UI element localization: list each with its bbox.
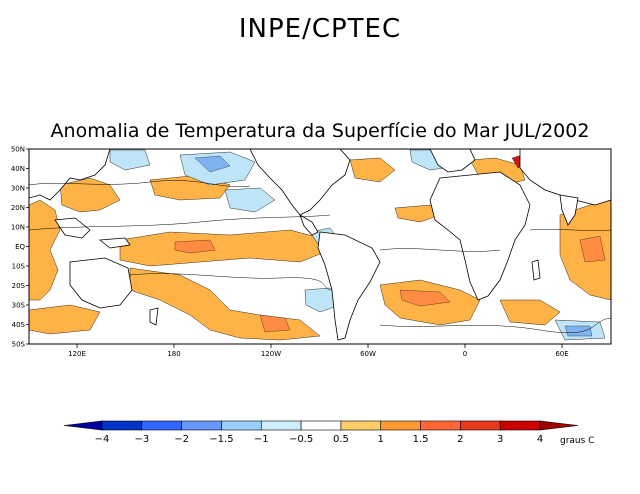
lon-label: 120E xyxy=(68,350,86,358)
lat-label: 40S xyxy=(12,321,26,329)
colorbar-swatch xyxy=(499,420,541,431)
lat-label: 40N xyxy=(11,165,25,173)
landmass-south-america xyxy=(317,231,381,341)
anomaly-patch-warm xyxy=(29,199,61,301)
colorbar-swatch xyxy=(260,420,302,431)
colorbar-swatch xyxy=(340,420,382,431)
anomaly-patch-strong-warm xyxy=(259,314,291,333)
contour-line xyxy=(129,273,331,291)
landmass-new-guinea xyxy=(98,237,131,249)
anomaly-field xyxy=(29,149,611,341)
colorbar-swatch xyxy=(141,420,182,431)
colorbar-swatch xyxy=(181,420,222,431)
lat-label: 30N xyxy=(11,185,25,193)
contour-line xyxy=(379,317,611,334)
colorbar-level-label: 3 xyxy=(497,434,503,445)
anomaly-patch-warm xyxy=(29,304,101,335)
contour-line xyxy=(29,180,251,187)
colorbar-units: graus C xyxy=(560,436,594,446)
latitude-axis: 50N 40N 30N 20N 10N EQ 10S 20S 30S 40S 5… xyxy=(11,146,29,349)
anomaly-patch-warm xyxy=(349,157,396,183)
anomaly-patch-strong-warm xyxy=(399,289,451,307)
colorbar-swatch xyxy=(460,420,501,431)
colorbar-level-label: −0.5 xyxy=(289,434,313,445)
anomaly-patch-cool xyxy=(304,287,341,313)
lat-label: 50S xyxy=(12,341,26,349)
anomaly-patch-warm xyxy=(59,177,121,213)
colorbar-swatch xyxy=(101,420,143,431)
organization-title: INPE/CPTEC xyxy=(238,14,402,44)
anomaly-patch-strong-cool xyxy=(194,155,231,173)
chart-title: Anomalia de Temperatura da Superfície do… xyxy=(50,120,590,142)
colorbar-level-label: 0.5 xyxy=(333,434,349,445)
anomaly-patch-warm xyxy=(499,299,561,326)
contour-line xyxy=(379,248,501,252)
anomaly-patch-warm xyxy=(119,229,331,267)
lat-label: 10S xyxy=(12,263,26,271)
colorbar-swatch xyxy=(221,420,262,431)
landmass-africa xyxy=(429,171,531,301)
landmass-central-america xyxy=(299,214,319,236)
contour-line xyxy=(29,214,331,231)
contour-line xyxy=(529,229,611,231)
anomaly-patch-cool xyxy=(109,149,151,171)
landmass-europe xyxy=(429,149,476,173)
colorbar-level-label: −3 xyxy=(134,434,149,445)
colorbar-level-label: −1.5 xyxy=(209,434,233,445)
colorbar-arrow-left xyxy=(63,420,103,431)
colorbar-level-label: −4 xyxy=(95,434,110,445)
landmass-madagascar xyxy=(531,259,541,281)
landmass-new-zealand xyxy=(149,307,159,326)
lon-label: 60E xyxy=(555,350,568,358)
colorbar: −4 −3 −2 −1.5 −1 −0.5 0.5 1 1.5 2 3 4 xyxy=(63,420,579,445)
lon-label: 120W xyxy=(261,350,281,358)
colorbar-level-label: −2 xyxy=(174,434,189,445)
colorbar-arrow-right xyxy=(539,420,579,431)
lat-label: 20N xyxy=(11,204,25,212)
lat-label: EQ xyxy=(15,243,25,251)
anomaly-patch-warm xyxy=(394,204,441,223)
anomaly-patch-strong-warm xyxy=(174,239,216,254)
lat-label: 10N xyxy=(11,224,25,232)
colorbar-swatch xyxy=(420,420,461,431)
colorbar-level-label: 1.5 xyxy=(413,434,429,445)
landmass-india xyxy=(559,194,579,226)
anomaly-patch-cool xyxy=(224,187,276,213)
colorbar-level-label: 2 xyxy=(457,434,463,445)
colorbar-level-label: −1 xyxy=(254,434,269,445)
lat-label: 30S xyxy=(12,302,26,310)
anomaly-patch-strong-cool xyxy=(564,325,593,337)
landmass-east-asia xyxy=(29,149,111,201)
lat-label: 50N xyxy=(11,146,25,154)
colorbar-swatch xyxy=(380,420,421,431)
lat-label: 20S xyxy=(12,282,26,290)
colorbar-level-label: 4 xyxy=(537,434,543,445)
lon-label: 60W xyxy=(360,350,376,358)
colorbar-swatch xyxy=(300,420,342,431)
longitude-axis: 120E 180 120W 60W 0 60E xyxy=(68,344,569,358)
anomaly-patch-strong-warm xyxy=(579,235,606,263)
lon-label: 180 xyxy=(167,350,180,358)
landmass-southeast-asia xyxy=(54,217,91,239)
colorbar-level-label: 1 xyxy=(378,434,384,445)
landmass-north-america xyxy=(249,149,351,216)
lon-label: 0 xyxy=(463,350,467,358)
landmass-australia xyxy=(69,257,133,309)
